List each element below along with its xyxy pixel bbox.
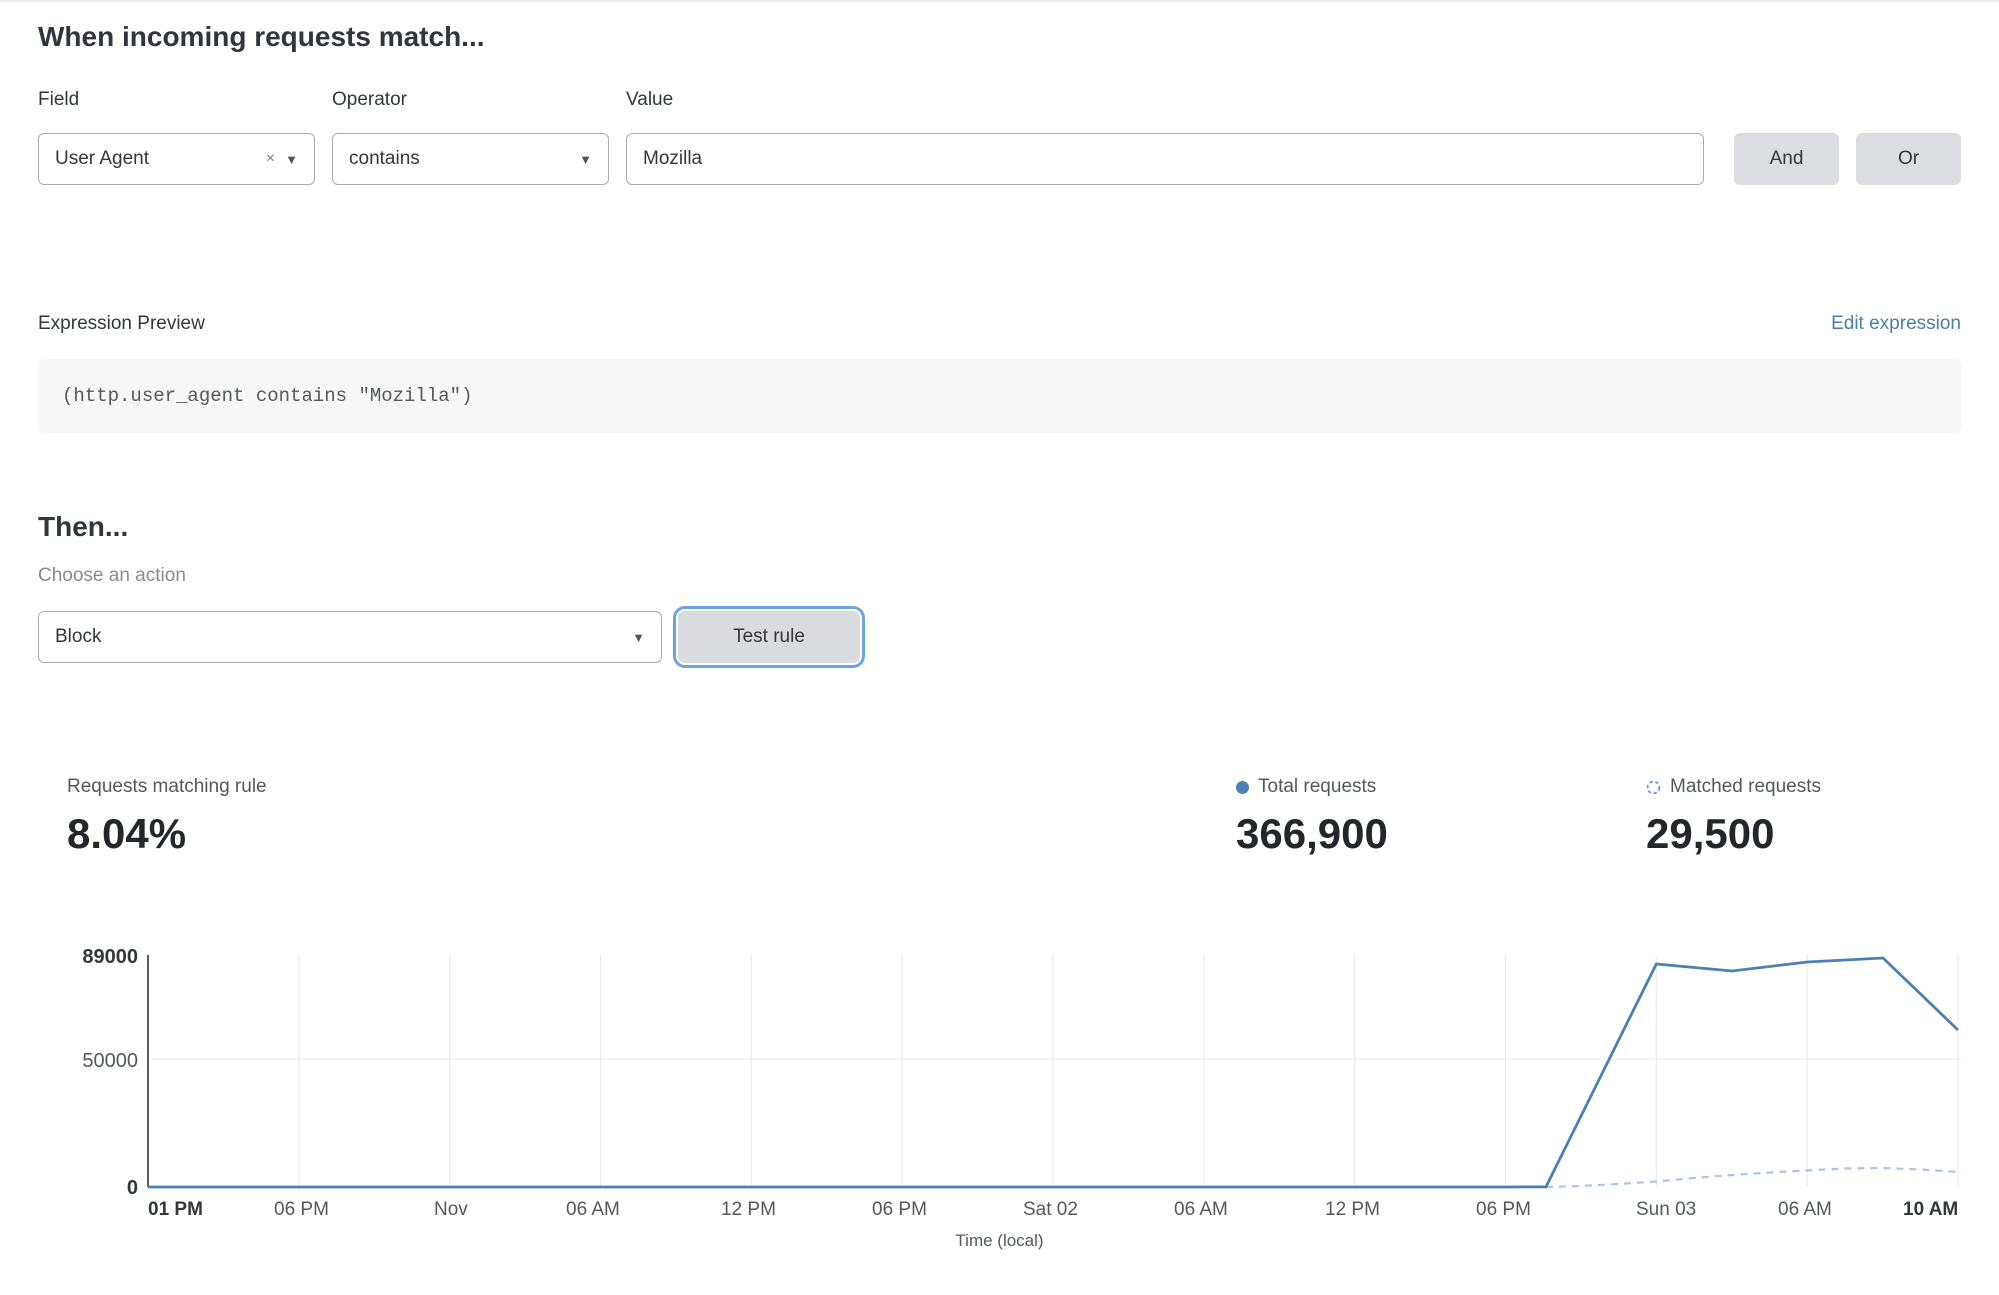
svg-text:06 AM: 06 AM bbox=[1778, 1199, 1832, 1220]
svg-text:Sun 03: Sun 03 bbox=[1636, 1199, 1696, 1220]
svg-text:06 AM: 06 AM bbox=[1174, 1199, 1228, 1220]
svg-text:01 PM: 01 PM bbox=[148, 1199, 203, 1220]
svg-text:12 PM: 12 PM bbox=[721, 1199, 776, 1220]
svg-text:0: 0 bbox=[127, 1177, 138, 1199]
svg-text:06 PM: 06 PM bbox=[1476, 1199, 1531, 1220]
svg-text:10 AM: 10 AM bbox=[1903, 1199, 1958, 1220]
svg-text:12 PM: 12 PM bbox=[1325, 1199, 1380, 1220]
svg-text:06 PM: 06 PM bbox=[274, 1199, 329, 1220]
svg-text:89000: 89000 bbox=[82, 946, 138, 968]
svg-text:06 AM: 06 AM bbox=[566, 1199, 620, 1220]
svg-text:Sat 02: Sat 02 bbox=[1023, 1199, 1078, 1220]
svg-text:50000: 50000 bbox=[82, 1050, 138, 1072]
svg-text:Nov: Nov bbox=[434, 1199, 468, 1220]
svg-text:06 PM: 06 PM bbox=[872, 1199, 927, 1220]
